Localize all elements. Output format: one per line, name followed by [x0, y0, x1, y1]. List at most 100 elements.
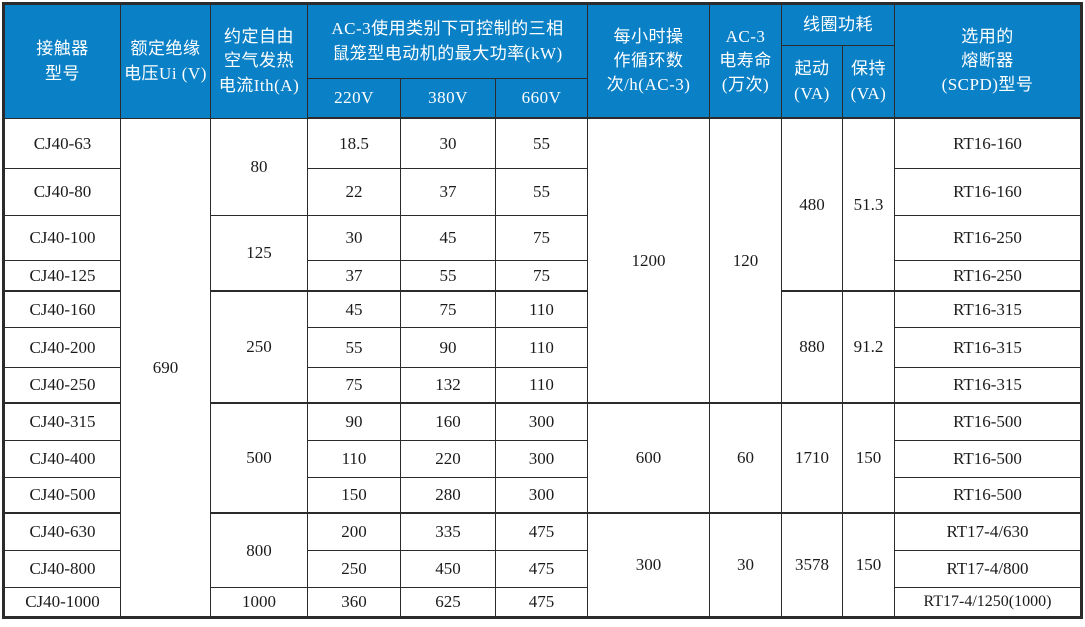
header-line: 起动 — [794, 59, 830, 79]
cell-ith: 125 — [211, 216, 308, 292]
header-380v: 380V — [401, 79, 496, 119]
cell-model: CJ40-80 — [5, 169, 121, 216]
cell-coil-hold: 91.2 — [843, 292, 895, 404]
cell-power-220v: 110 — [308, 441, 401, 478]
header-coil-start: 起动 (VA) — [782, 46, 843, 119]
cell-fuse: RT16-250 — [895, 261, 1080, 292]
header-coil-hold: 保持 (VA) — [843, 46, 895, 119]
cell-power-220v: 200 — [308, 514, 401, 551]
cell-fuse: RT17-4/800 — [895, 551, 1080, 588]
cell-model: CJ40-630 — [5, 514, 121, 551]
cell-power-660v: 110 — [496, 368, 588, 404]
cell-power-380v: 132 — [401, 368, 496, 404]
header-line: 约定自由 — [224, 27, 294, 47]
cell-power-220v: 150 — [308, 478, 401, 514]
cell-power-380v: 280 — [401, 478, 496, 514]
cell-power-660v: 300 — [496, 478, 588, 514]
cell-electrical-life: 120 — [710, 119, 782, 404]
cell-model: CJ40-500 — [5, 478, 121, 514]
cell-power-660v: 55 — [496, 119, 588, 169]
header-line: 保持 — [851, 59, 886, 79]
header-line: 作循环数 — [613, 50, 684, 70]
header-line: 型号 — [45, 63, 80, 83]
header-line: (VA) — [794, 83, 830, 103]
cell-fuse: RT16-315 — [895, 292, 1080, 328]
cell-electrical-life: 60 — [710, 404, 782, 514]
cell-power-380v: 37 — [401, 169, 496, 216]
cell-model: CJ40-125 — [5, 261, 121, 292]
cell-fuse: RT16-500 — [895, 478, 1080, 514]
cell-power-380v: 625 — [401, 588, 496, 616]
cell-power-660v: 300 — [496, 441, 588, 478]
header-model: 接触器 型号 — [5, 5, 121, 119]
cell-model: CJ40-1000 — [5, 588, 121, 616]
header-coil-consumption-group: 线圈功耗 — [782, 5, 895, 46]
header-line: AC-3使用类别下可控制的三相 — [331, 19, 564, 39]
cell-model: CJ40-200 — [5, 328, 121, 368]
cell-fuse: RT16-315 — [895, 368, 1080, 404]
cell-fuse: RT17-4/1250(1000) — [895, 588, 1080, 616]
cell-power-380v: 30 — [401, 119, 496, 169]
header-line: 每小时操 — [613, 26, 684, 46]
cell-model: CJ40-100 — [5, 216, 121, 261]
cell-model: CJ40-400 — [5, 441, 121, 478]
cell-power-220v: 30 — [308, 216, 401, 261]
cell-ith: 800 — [211, 514, 308, 588]
header-line: 电流Ith(A) — [218, 75, 300, 95]
cell-coil-start: 880 — [782, 292, 843, 404]
cell-electrical-life: 30 — [710, 514, 782, 616]
cell-power-660v: 475 — [496, 588, 588, 616]
header-line: 电压Ui (V) — [124, 63, 207, 83]
cell-ith: 80 — [211, 119, 308, 216]
cell-ith: 250 — [211, 292, 308, 404]
cell-power-380v: 75 — [401, 292, 496, 328]
cell-power-220v: 75 — [308, 368, 401, 404]
header-thermal-current: 约定自由 空气发热 电流Ith(A) — [211, 5, 308, 119]
cell-power-220v: 250 — [308, 551, 401, 588]
cell-coil-hold: 150 — [843, 404, 895, 514]
cell-power-380v: 55 — [401, 261, 496, 292]
header-line: (VA) — [850, 83, 887, 103]
cell-insulation-voltage: 690 — [121, 119, 211, 616]
header-line: 选用的 — [961, 26, 1014, 46]
cell-power-660v: 475 — [496, 551, 588, 588]
header-line: (SCPD)型号 — [941, 75, 1034, 95]
cell-power-660v: 55 — [496, 169, 588, 216]
cell-ops-per-hour: 300 — [588, 514, 710, 616]
header-fuse-type: 选用的熔断器 (SCPD)型号 — [895, 5, 1080, 119]
cell-coil-start: 3578 — [782, 514, 843, 616]
header-ops-per-hour: 每小时操 作循环数 次/h(AC-3) — [588, 5, 710, 119]
cell-power-660v: 110 — [496, 292, 588, 328]
cell-coil-start: 1710 — [782, 404, 843, 514]
cell-model: CJ40-63 — [5, 119, 121, 169]
header-660v: 660V — [496, 79, 588, 119]
cell-model: CJ40-800 — [5, 551, 121, 588]
cell-power-220v: 18.5 — [308, 119, 401, 169]
cell-fuse: RT16-315 — [895, 328, 1080, 368]
header-line: 鼠笼型电动机的最大功率(kW) — [332, 43, 563, 63]
header-electrical-life: AC-3 电寿命 (万次) — [710, 5, 782, 119]
cell-ops-per-hour: 1200 — [588, 119, 710, 404]
cell-power-380v: 450 — [401, 551, 496, 588]
cell-power-660v: 475 — [496, 514, 588, 551]
cell-model: CJ40-250 — [5, 368, 121, 404]
cell-power-660v: 110 — [496, 328, 588, 368]
cell-fuse: RT16-160 — [895, 169, 1080, 216]
header-220v: 220V — [308, 79, 401, 119]
cell-power-380v: 90 — [401, 328, 496, 368]
header-line: (万次) — [721, 75, 770, 95]
header-line: 额定绝缘 — [130, 39, 201, 59]
cell-coil-hold: 51.3 — [843, 119, 895, 292]
header-line: AC-3 — [725, 26, 766, 46]
cell-power-380v: 160 — [401, 404, 496, 441]
cell-coil-hold: 150 — [843, 514, 895, 616]
cell-fuse: RT16-500 — [895, 441, 1080, 478]
cell-power-220v: 90 — [308, 404, 401, 441]
cell-fuse: RT16-160 — [895, 119, 1080, 169]
header-insulation-voltage: 额定绝缘电压Ui (V) — [121, 5, 211, 119]
cell-power-660v: 75 — [496, 261, 588, 292]
cell-power-220v: 22 — [308, 169, 401, 216]
header-line: 熔断器 — [961, 50, 1014, 70]
